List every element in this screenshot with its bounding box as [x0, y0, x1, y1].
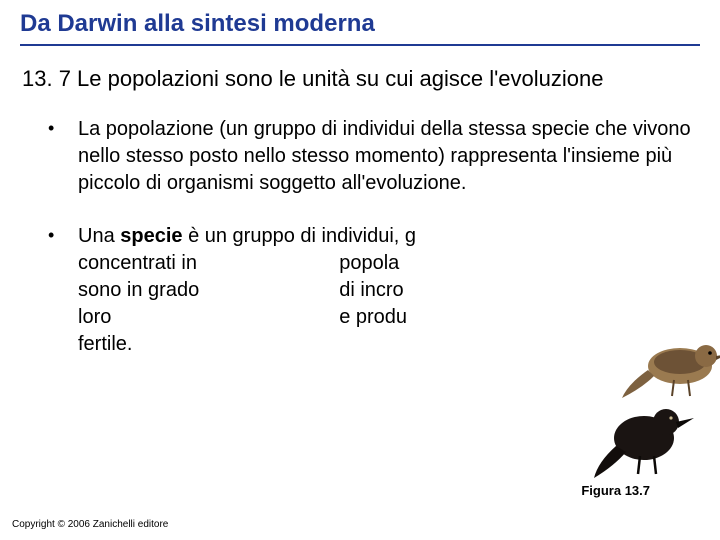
b2-left-l2: sono in grado	[78, 277, 199, 304]
bird-illustration	[570, 314, 720, 484]
b2-right-l2: di incro	[339, 277, 407, 304]
b2-left-l4: fertile.	[78, 331, 199, 358]
bullet-2-post: è un gruppo di individui, g	[183, 225, 417, 247]
figure-caption: Figura 13.7	[581, 483, 650, 498]
bullet-2-bold: specie	[120, 225, 182, 247]
bullet-2-right-col: popola di incro e produ	[339, 250, 407, 358]
copyright-text: Copyright © 2006 Zanichelli editore	[12, 519, 168, 530]
bullet-item-1: La popolazione (un gruppo di individui d…	[48, 116, 700, 197]
bullet-2-pre: Una	[78, 225, 120, 247]
bullet-2-left-col: concentrati in sono in grado loro fertil…	[78, 250, 199, 358]
b2-left-l1: concentrati in	[78, 250, 199, 277]
slide-container: Da Darwin alla sintesi moderna 13. 7 Le …	[0, 0, 720, 540]
section-heading: 13. 7 Le popolazioni sono le unità su cu…	[20, 64, 700, 94]
slide-title: Da Darwin alla sintesi moderna	[20, 10, 700, 46]
bird-bottom-icon	[594, 388, 694, 478]
b2-right-l3: e produ	[339, 304, 407, 331]
b2-right-l1: popola	[339, 250, 407, 277]
bullet-1-text: La popolazione (un gruppo di individui d…	[78, 118, 691, 194]
b2-left-l3: loro	[78, 304, 199, 331]
